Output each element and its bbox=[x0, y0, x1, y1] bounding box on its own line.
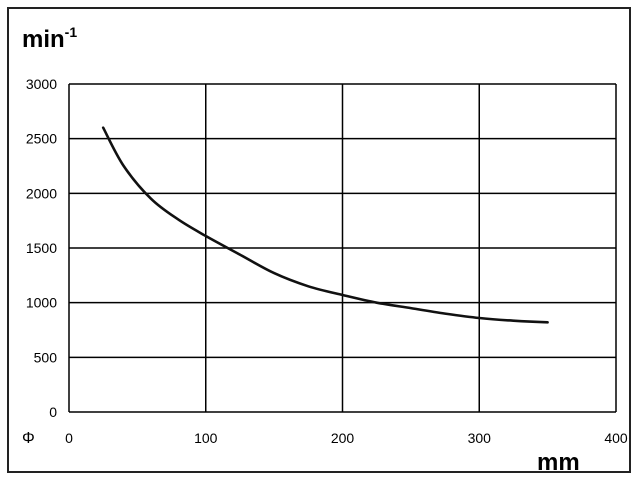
x-tick-label: 400 bbox=[604, 430, 628, 446]
y-tick-labels: 0 500 1000 1500 2000 2500 3000 bbox=[26, 76, 57, 420]
y-tick-label: 2000 bbox=[26, 185, 57, 201]
diameter-symbol: Φ bbox=[22, 430, 35, 447]
x-tick-label: 200 bbox=[331, 430, 355, 446]
y-tick-label: 500 bbox=[34, 349, 58, 365]
x-tick-label: 0 bbox=[65, 430, 73, 446]
y-tick-label: 0 bbox=[49, 404, 57, 420]
x-tick-labels: 0 100 200 300 400 bbox=[65, 430, 628, 446]
y-tick-label: 1500 bbox=[26, 240, 57, 256]
y-axis-unit: min bbox=[22, 26, 65, 53]
series-line bbox=[101, 126, 549, 324]
x-tick-label: 100 bbox=[194, 430, 218, 446]
x-axis-label: mm bbox=[537, 449, 580, 476]
y-tick-label: 1000 bbox=[26, 295, 57, 311]
grid bbox=[68, 83, 617, 413]
y-tick-label: 3000 bbox=[26, 76, 57, 92]
chart-frame bbox=[7, 7, 631, 473]
y-tick-label: 2500 bbox=[26, 131, 57, 147]
x-tick-label: 300 bbox=[468, 430, 492, 446]
y-axis-label: min-1 bbox=[22, 24, 77, 53]
y-axis-unit-exponent: -1 bbox=[65, 24, 78, 40]
